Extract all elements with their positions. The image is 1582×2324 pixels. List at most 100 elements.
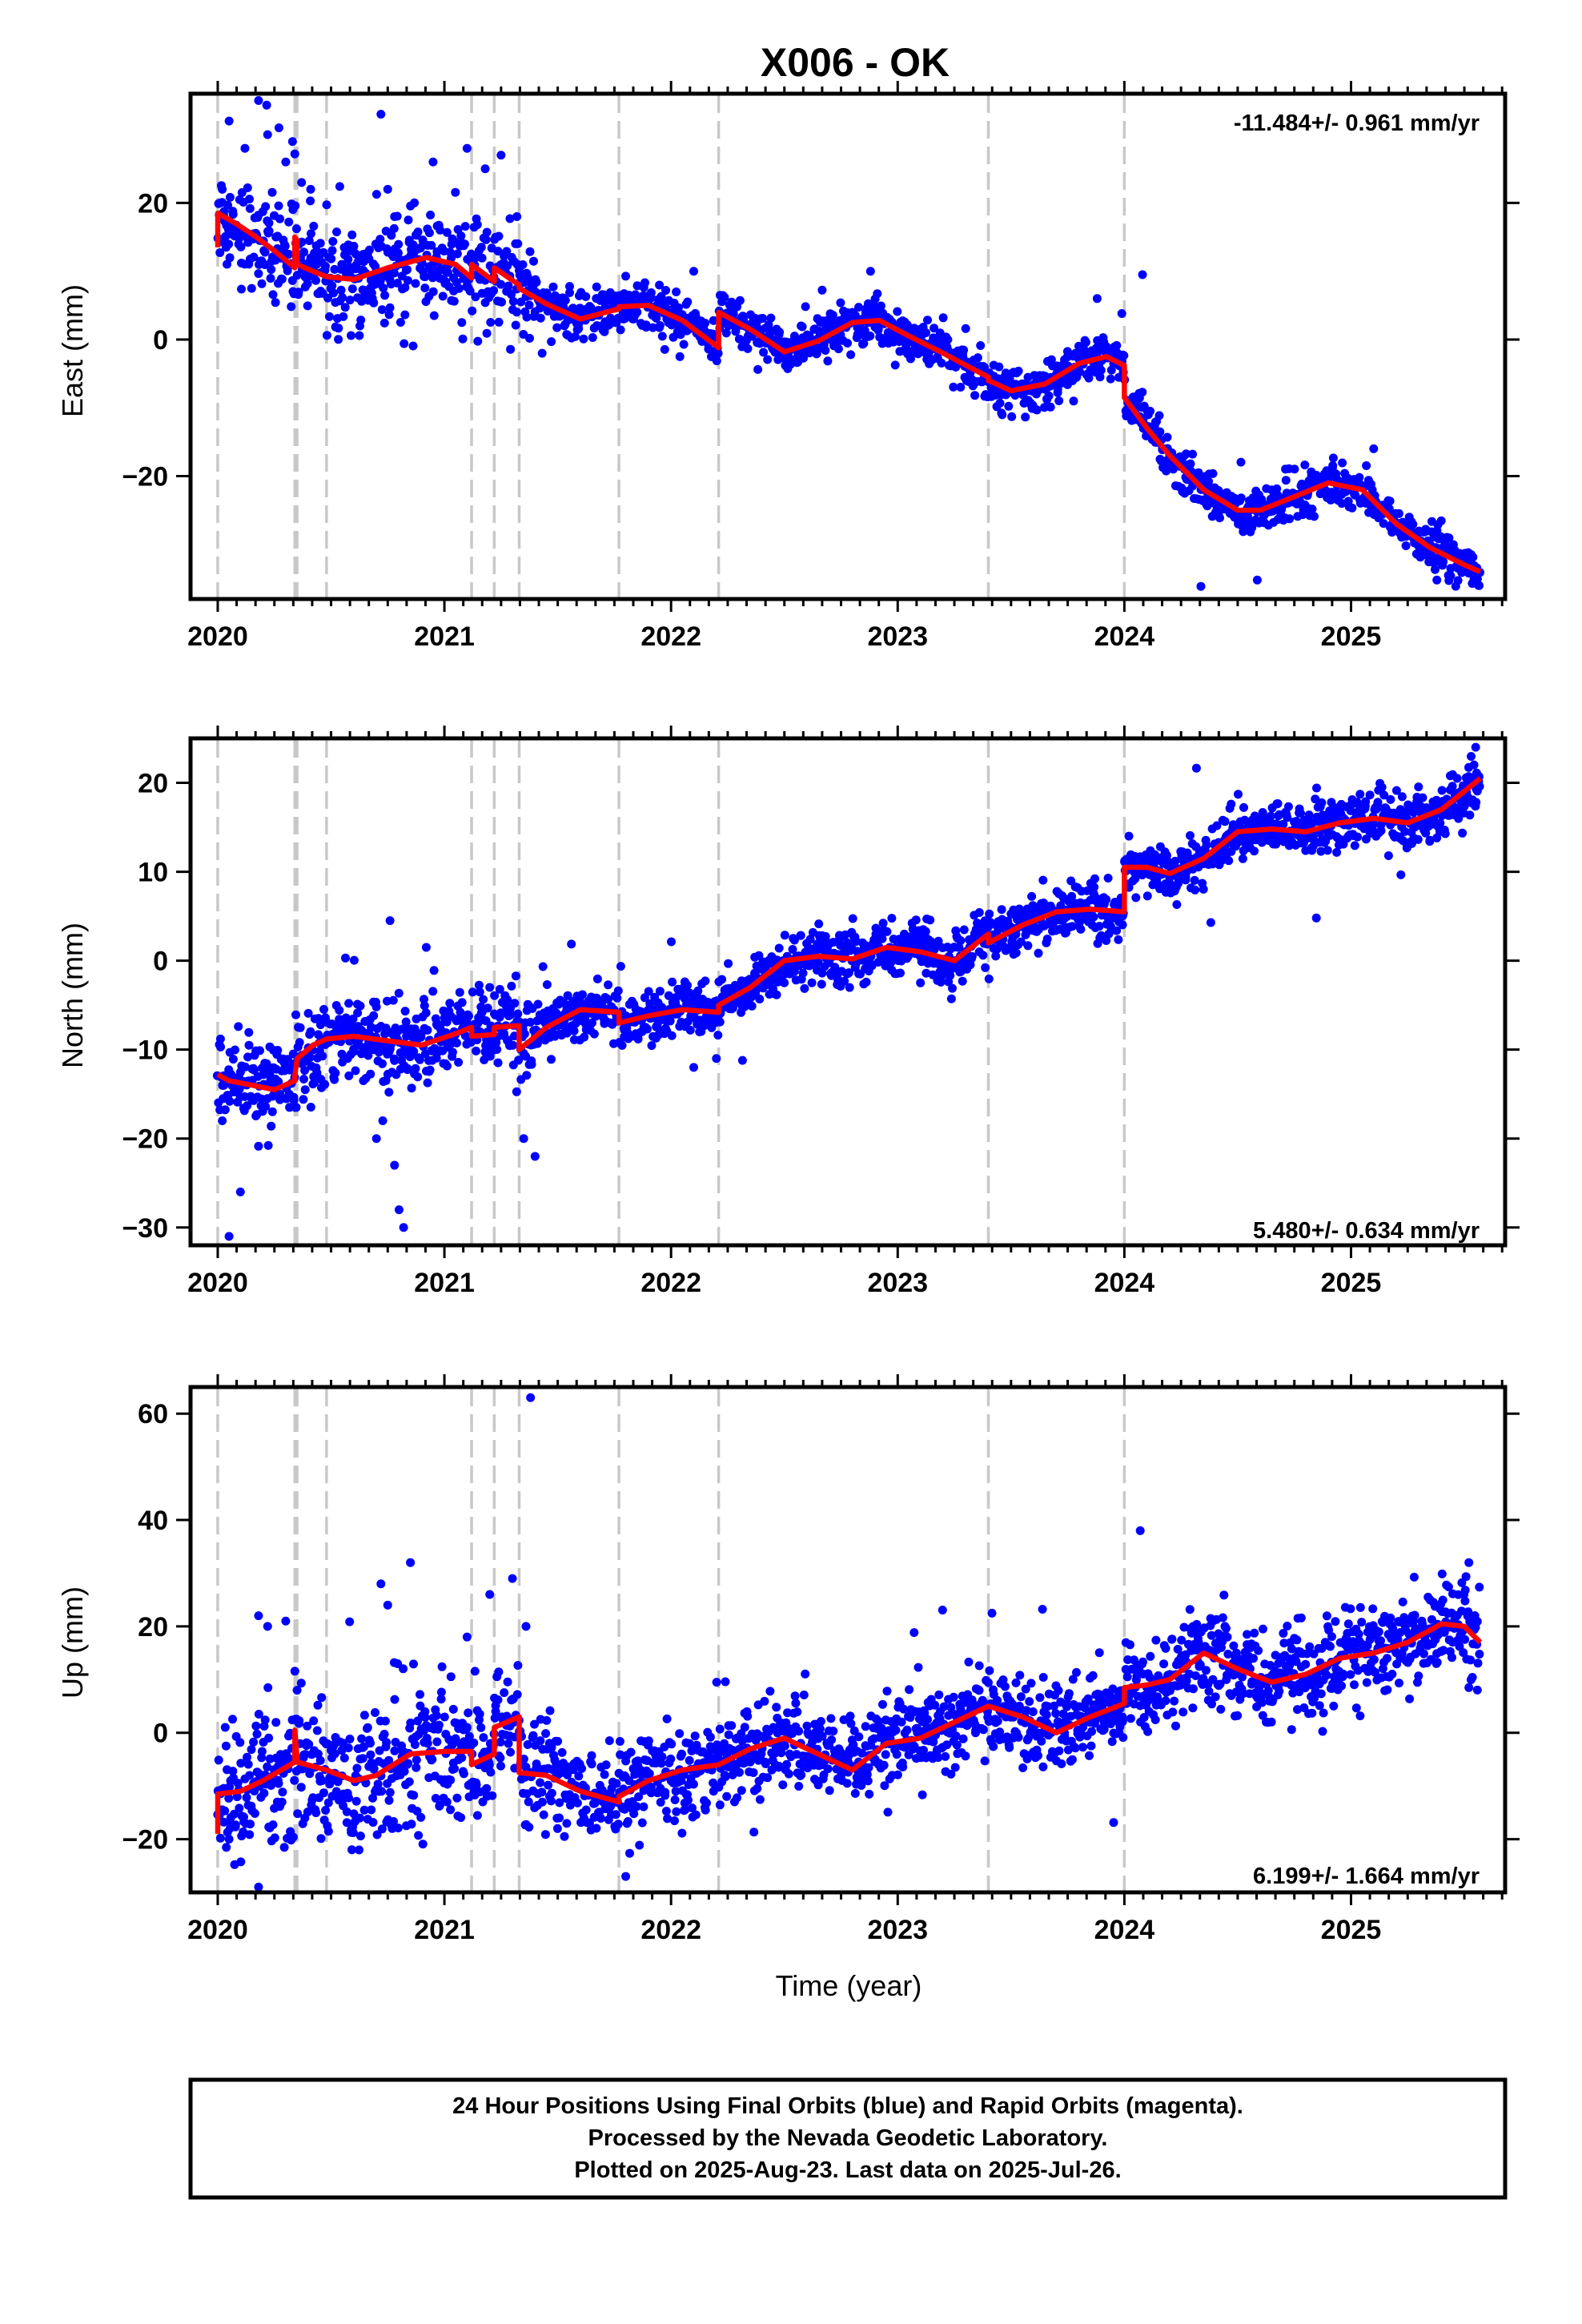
up-observation-point <box>545 1706 555 1715</box>
north-observation-point <box>415 1055 424 1064</box>
east-observation-point <box>503 261 512 271</box>
north-observation-point <box>665 1016 675 1026</box>
east-observation-point <box>720 292 729 302</box>
up-observation-point <box>524 1797 533 1807</box>
east-observation-point <box>1436 516 1446 525</box>
east-observation-point <box>306 196 315 206</box>
up-observation-point <box>437 1662 447 1671</box>
north-y-tick-label: 20 <box>138 769 168 799</box>
up-observation-point <box>344 1793 353 1803</box>
east-observation-point <box>508 296 518 306</box>
east-observation-point <box>764 320 773 330</box>
north-observation-point <box>231 1045 239 1055</box>
up-observation-point <box>339 1753 349 1763</box>
north-model-line <box>216 776 1482 1092</box>
north-observation-point <box>514 1055 524 1065</box>
east-outlier-point <box>1138 270 1147 279</box>
up-observation-point <box>382 1738 391 1747</box>
up-observation-point <box>274 1779 283 1788</box>
east-outlier-point <box>224 116 234 126</box>
north-observation-point <box>1011 948 1021 958</box>
north-y-tick-label: −20 <box>122 1124 168 1155</box>
up-observation-point <box>462 1723 472 1732</box>
up-observation-point <box>423 1739 432 1748</box>
east-observation-point <box>294 287 303 297</box>
east-outlier-point <box>689 267 698 276</box>
up-observation-point <box>464 1708 473 1718</box>
east-observation-point <box>973 353 982 363</box>
up-observation-point <box>448 1740 457 1750</box>
east-observation-point <box>652 313 661 323</box>
east-observation-point <box>1119 351 1129 360</box>
east-observation-point <box>525 333 534 343</box>
up-observation-point <box>313 1700 323 1710</box>
east-observation-point <box>267 265 276 274</box>
north-observation-point <box>1437 786 1447 795</box>
east-observation-point <box>347 331 355 340</box>
north-observation-point <box>877 934 887 943</box>
north-observation-point <box>617 1040 627 1050</box>
east-observation-point <box>477 253 487 263</box>
north-observation-point <box>1224 856 1234 866</box>
up-observation-point <box>368 1818 378 1827</box>
east-outlier-point <box>297 178 307 187</box>
up-observation-point <box>330 1749 339 1759</box>
east-observation-point <box>1408 520 1418 529</box>
north-observation-point <box>443 1061 452 1071</box>
east-rate-label: -11.484+/- 0.961 mm/yr <box>1234 111 1480 136</box>
north-observation-point <box>335 1006 344 1015</box>
north-observation-point <box>1039 899 1048 907</box>
north-observation-point <box>1199 884 1208 894</box>
up-observation-point <box>308 1793 318 1803</box>
east-observation-point <box>311 275 320 285</box>
east-outlier-point <box>428 157 438 167</box>
north-observation-point <box>1220 817 1230 826</box>
east-x-tick-label: 2022 <box>640 621 701 652</box>
north-observation-point <box>1234 790 1243 799</box>
up-observation-point <box>368 1793 377 1803</box>
north-observation-point <box>344 999 354 1008</box>
up-observation-point <box>500 1688 509 1698</box>
north-observation-point <box>1386 794 1395 804</box>
east-observation-point <box>224 239 234 249</box>
east-observation-point <box>327 281 337 291</box>
east-observation-point <box>1290 464 1299 474</box>
east-observation-point <box>377 305 387 315</box>
up-observation-point <box>434 1720 444 1730</box>
east-observation-point <box>266 274 275 283</box>
east-observation-point <box>592 282 601 292</box>
north-observation-point <box>1202 840 1211 850</box>
east-observation-point <box>648 323 657 332</box>
north-observation-point <box>390 1055 400 1065</box>
north-observation-point <box>954 943 964 952</box>
east-observation-point <box>1117 309 1126 318</box>
east-observation-point <box>873 324 883 334</box>
east-observation-point <box>429 311 439 320</box>
east-observation-point <box>547 337 556 347</box>
east-observation-point <box>1401 541 1411 550</box>
east-observation-point <box>369 298 379 308</box>
north-observation-point <box>1206 918 1215 927</box>
north-observation-point <box>1355 790 1365 799</box>
north-frame <box>188 736 1508 1248</box>
up-observation-point <box>555 1813 564 1823</box>
north-observation-point <box>948 983 957 993</box>
north-observation-point <box>538 962 548 971</box>
east-observation-point <box>473 336 483 346</box>
up-observation-point <box>552 1823 562 1833</box>
east-observation-point <box>1014 366 1023 376</box>
up-observation-point <box>389 1817 398 1826</box>
north-outlier-point <box>371 1134 381 1144</box>
north-observation-point <box>475 987 484 997</box>
east-observation-point <box>280 241 290 251</box>
east-observation-point <box>1468 553 1478 562</box>
east-observation-point <box>486 318 496 327</box>
north-observation-point <box>254 1141 263 1151</box>
up-observation-point <box>523 1740 532 1749</box>
up-observation-point <box>486 1767 496 1777</box>
north-observation-point <box>423 1025 432 1035</box>
east-observation-point <box>254 269 263 279</box>
up-observation-point <box>249 1737 259 1747</box>
north-observation-point <box>344 1071 354 1080</box>
east-observation-point <box>621 271 630 281</box>
